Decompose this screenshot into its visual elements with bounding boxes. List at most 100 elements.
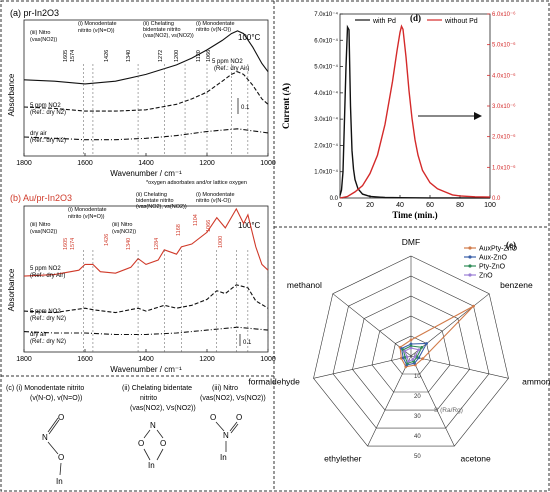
panel-a-label: (a) pr-In2O3	[10, 8, 59, 18]
b-series-line-2	[23, 326, 269, 336]
b-label-s1: 5 ppm NO2 (Ref.: dry Air)	[30, 266, 65, 279]
d-legend-withoutpd: without Pd	[444, 18, 478, 25]
panel-c-structures: (c) (i) Monodentate nitrito (v(N-O), v(N…	[6, 385, 266, 486]
d-xtick-label-4: 80	[456, 202, 464, 209]
e-point-3-6	[403, 349, 407, 353]
panel-b-note: *oxygen adsorbates and/or lattice oxygen	[146, 180, 247, 186]
d-y2tick-label-5: 5.0x10⁻⁶	[492, 42, 516, 49]
c-i-bond1b	[48, 419, 60, 435]
b-peak-1104: 1104	[193, 214, 199, 226]
e-point-0-0	[409, 338, 413, 342]
c-iii-bond2	[229, 421, 238, 432]
d-ytick-label-4: 4.0x10⁻⁴	[314, 90, 338, 97]
e-point-3-1	[417, 348, 421, 352]
a-ann-nitro: (iii) Nitro (vas(NO2))	[30, 30, 57, 43]
c-i-bond2	[47, 441, 59, 455]
d-y2tick-label-0: 0.0	[492, 196, 501, 202]
e-point-2-0	[409, 344, 413, 348]
e-legend-marker-2	[468, 264, 472, 268]
e-legend-label-2: Pty-ZnO	[479, 264, 506, 271]
d-series-line-1	[339, 24, 491, 199]
e-spoke-6	[332, 293, 412, 357]
b-xtick-label-4: 1000	[260, 356, 276, 363]
b-label-s2: 5 ppm NO2 (Ref.: dry N2)	[30, 309, 66, 322]
d-xtick-label-1: 20	[366, 202, 374, 209]
d-xtick-label-0: 0	[338, 202, 342, 209]
e-category-benzene: benzene	[500, 280, 533, 290]
e-spoke-4	[367, 355, 412, 447]
c-iii-O-right: O	[236, 413, 242, 422]
a-xtick-label-2: 1400	[138, 160, 154, 167]
c-ii-N: N	[150, 421, 156, 430]
b-peak-1340: 1340	[126, 238, 132, 250]
panel-a-series-labels: 5 ppm NO2 (Ref.: dry Air) 5 ppm NO2 (Ref.:…	[30, 59, 249, 144]
e-radial-tick-1: 10	[414, 374, 421, 380]
b-ann-nitro2: (iii) Nitro (vs(NO2))	[112, 222, 136, 235]
a-peak-1426: 1426	[104, 50, 110, 62]
panel-a-xlabel: Wavenumber / cm⁻¹	[110, 169, 182, 178]
a-peak-1200: 1200	[174, 50, 180, 62]
a-ann-mono2: (i) Monodentate nitrito (v(N-O))	[196, 21, 235, 33]
c-iii-N: N	[223, 431, 229, 440]
panel-b-peak-lines	[83, 250, 269, 352]
a-series-line-2	[23, 128, 269, 141]
a-scale-label: 0.1	[241, 105, 250, 111]
a-xtick-label-0: 1800	[16, 160, 32, 167]
c-ii-modes: (vas(NO2), Vs(NO2))	[130, 405, 196, 412]
e-category-ammonia: ammonia	[522, 376, 550, 386]
d-legend-withpd: with Pd	[372, 18, 396, 25]
e-point-0-2	[421, 357, 425, 361]
c-ii-In: In	[148, 461, 155, 470]
e-legend-marker-3	[468, 273, 472, 277]
c-ii-bond4	[156, 448, 164, 461]
b-series-line-1	[23, 284, 269, 314]
panel-a-temperature: 100°C	[238, 33, 261, 42]
a-xtick-label-4: 1000	[260, 160, 276, 167]
e-legend-marker-1	[468, 255, 472, 259]
panel-e-label: (e)	[506, 240, 516, 250]
e-series-0	[399, 305, 474, 368]
panel-d-label: (d)	[410, 13, 421, 23]
panel-b-x-ticks: 1800 1600 1400 1200 1000	[16, 349, 276, 363]
a-series-line-0	[23, 30, 269, 85]
panel-b-ylabel: Absorbance	[7, 268, 16, 311]
e-point-3-2	[413, 355, 417, 359]
d-ytick-label-5: 5.0x10⁻⁴	[314, 64, 338, 71]
panel-e-categories: DMF benzene ammonia acetone ethylether formal…	[248, 237, 550, 464]
e-category-ethylether: ethylether	[324, 454, 361, 464]
panel-b-plot-frame	[23, 205, 269, 353]
e-category-acetone: acetone	[461, 454, 492, 464]
c-iii-O-left: O	[210, 413, 216, 422]
e-point-2-1	[420, 345, 424, 349]
b-ann-chelating: (ii) Chelating bidentate nitrito (vas(NO2)…	[136, 192, 187, 210]
b-series-line-0	[23, 207, 269, 277]
d-y2tick-label-4: 4.0x10⁻⁶	[492, 72, 516, 79]
panel-a-peak-labels: 1605 1574 1426 1340 1272 1200 1120 1066	[63, 50, 212, 62]
panel-a-x-ticks: 1800 1600 1400 1200 1000	[16, 153, 276, 167]
c-iii-title: (iii) Nitro	[212, 385, 238, 392]
d-ytick-label-3: 3.0x10⁻⁴	[314, 116, 338, 123]
c-ii-sub: nitrito	[140, 395, 157, 402]
e-spoke-5	[313, 355, 412, 379]
d-ytick-label-1: 1.0x10⁻⁴	[314, 169, 338, 176]
d-series-line-0	[339, 24, 490, 199]
panel-b-series	[23, 207, 269, 336]
panel-e-grid: 01020304050	[313, 255, 509, 460]
d-ytick-label-6: 6.0x10⁻⁴	[314, 37, 338, 44]
panel-d-xlabel: Time (min.)	[392, 210, 437, 220]
b-scale-label: 0.1	[243, 340, 252, 346]
e-grid-ring-4	[332, 275, 490, 429]
a-peak-1605: 1605	[63, 50, 69, 62]
c-ii-bond3	[143, 448, 151, 461]
c-i-In: In	[56, 477, 63, 486]
d-xtick-label-2: 40	[396, 202, 404, 209]
d-xtick-label-3: 60	[426, 202, 434, 209]
b-peak-1426: 1426	[104, 234, 110, 246]
c-structure-i: O N O In	[42, 413, 64, 486]
c-structure-iii: O O N In	[210, 413, 242, 462]
b-xtick-label-0: 1800	[16, 356, 32, 363]
e-point-3-3	[411, 358, 415, 361]
b-peak-1066: 1066	[206, 220, 212, 232]
c-i-modes: (v(N-O), v(N=O))	[30, 395, 82, 402]
c-iii-bond2b	[230, 423, 239, 434]
